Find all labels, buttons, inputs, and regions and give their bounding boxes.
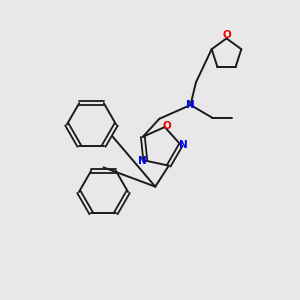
Text: N: N xyxy=(138,156,147,166)
Text: O: O xyxy=(163,121,172,130)
Text: N: N xyxy=(186,100,195,110)
Text: O: O xyxy=(222,30,231,40)
Text: N: N xyxy=(179,140,188,150)
